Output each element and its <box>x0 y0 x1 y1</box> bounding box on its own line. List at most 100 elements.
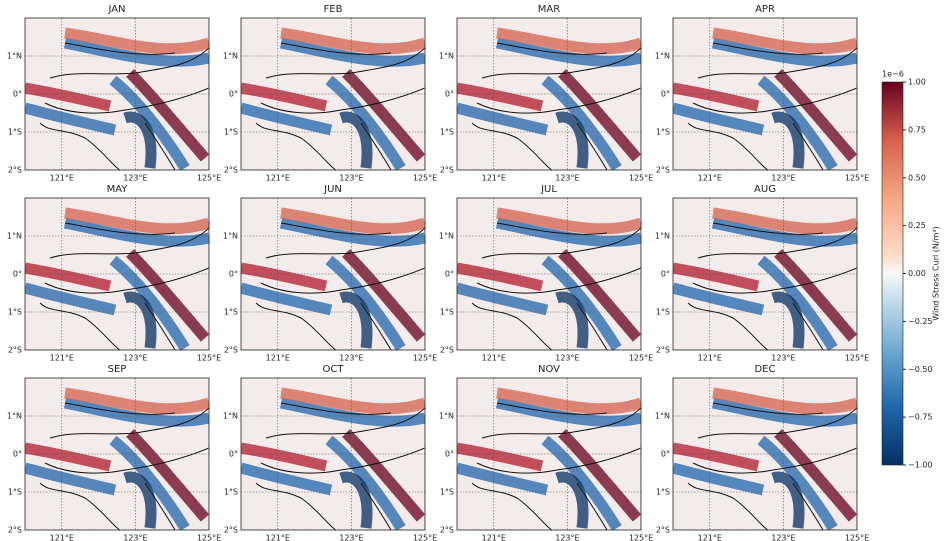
colorbar <box>881 81 904 466</box>
field-pattern <box>342 249 425 342</box>
x-tick-label: 125°E <box>197 174 221 183</box>
field-pattern <box>774 249 857 342</box>
coastline <box>255 42 425 170</box>
map-field <box>25 198 209 350</box>
map-panel: DEC 121°E 123°E 125°E 2°S 1°S 0° 1°N <box>655 364 869 541</box>
x-tick-label: 121°E <box>482 534 506 541</box>
map-panel: OCT 121°E 123°E 125°E 2°S 1°S 0° 1°N <box>223 364 437 541</box>
y-tick-label: 2°S <box>440 526 454 535</box>
panel-title: AUG <box>754 184 776 195</box>
field-pattern <box>279 37 425 67</box>
field-pattern <box>541 75 622 170</box>
map-panel: MAR 121°E 123°E 125°E 2°S 1°S 0° 1°N <box>439 4 653 183</box>
y-tick-label: 0° <box>13 90 22 99</box>
field-pattern <box>241 262 328 292</box>
y-tick-label: 1°N <box>223 232 238 241</box>
field-pattern <box>25 282 117 316</box>
x-tick-label: 121°E <box>698 174 722 183</box>
y-tick-label: 0° <box>661 450 670 459</box>
colorbar-tick-label: −0.75 <box>908 413 933 422</box>
field-pattern <box>63 217 209 247</box>
field-pattern <box>280 387 425 415</box>
coastline <box>39 222 209 350</box>
field-pattern <box>126 69 209 162</box>
field-pattern <box>126 429 209 522</box>
field-pattern <box>325 435 406 530</box>
x-tick-label: 121°E <box>50 174 74 183</box>
y-tick-label: 1°N <box>655 52 670 61</box>
x-tick-label: 123°E <box>339 534 363 541</box>
y-tick-label: 2°S <box>656 166 670 175</box>
panel-frame <box>24 377 210 531</box>
field-pattern <box>279 397 425 427</box>
map-panel: JUL 121°E 123°E 125°E 2°S 1°S 0° 1°N <box>439 184 653 363</box>
y-tick-label: 0° <box>13 270 22 279</box>
y-tick-label: 1°N <box>655 412 670 421</box>
panel-title: MAR <box>538 4 560 15</box>
panel-title: DEC <box>754 364 775 375</box>
map-field <box>673 378 857 530</box>
y-tick-label: 1°S <box>656 128 670 137</box>
panel-frame <box>24 17 210 171</box>
x-tick-label: 123°E <box>339 174 363 183</box>
y-tick-label: 1°S <box>440 128 454 137</box>
field-pattern <box>555 111 589 169</box>
x-tick-label: 125°E <box>629 174 653 183</box>
y-tick-label: 2°S <box>440 166 454 175</box>
y-tick-label: 1°N <box>223 52 238 61</box>
coastline <box>687 402 857 530</box>
x-tick-label: 121°E <box>482 354 506 363</box>
y-tick-label: 2°S <box>8 346 22 355</box>
field-pattern <box>496 207 641 235</box>
field-pattern <box>25 462 117 496</box>
x-tick-label: 123°E <box>123 354 147 363</box>
coastline <box>39 42 209 170</box>
x-tick-label: 121°E <box>482 174 506 183</box>
x-tick-label: 121°E <box>50 534 74 541</box>
map-field <box>457 18 641 170</box>
panel-frame <box>240 377 426 531</box>
field-pattern <box>63 397 209 427</box>
y-tick-label: 2°S <box>8 166 22 175</box>
x-tick-label: 121°E <box>266 174 290 183</box>
panel-title: JUL <box>540 184 557 195</box>
x-tick-label: 121°E <box>698 354 722 363</box>
field-pattern <box>123 291 157 349</box>
panel-frame <box>672 17 858 171</box>
map-field <box>457 198 641 350</box>
field-pattern <box>339 291 373 349</box>
y-tick-label: 1°S <box>440 308 454 317</box>
panel-title: APR <box>755 4 775 15</box>
map-field <box>673 18 857 170</box>
field-pattern <box>496 387 641 415</box>
panel-title: SEP <box>108 364 127 375</box>
field-pattern <box>63 37 209 67</box>
field-pattern <box>541 435 622 530</box>
field-pattern <box>280 207 425 235</box>
panel-frame <box>24 197 210 351</box>
field-pattern <box>711 217 857 247</box>
x-tick-label: 121°E <box>50 354 74 363</box>
y-tick-label: 1°N <box>7 232 22 241</box>
map-field <box>25 18 209 170</box>
y-tick-label: 0° <box>661 270 670 279</box>
field-pattern <box>25 262 112 292</box>
y-tick-label: 0° <box>445 450 454 459</box>
x-tick-label: 123°E <box>771 354 795 363</box>
field-pattern <box>342 429 425 522</box>
field-pattern <box>541 255 622 350</box>
x-tick-label: 125°E <box>629 354 653 363</box>
field-pattern <box>673 82 760 112</box>
colorbar-tick-label: 0.50 <box>908 173 926 182</box>
field-pattern <box>771 111 805 169</box>
x-tick-label: 125°E <box>629 534 653 541</box>
y-tick-label: 0° <box>661 90 670 99</box>
field-pattern <box>126 249 209 342</box>
field-pattern <box>496 27 641 55</box>
x-tick-label: 125°E <box>197 534 221 541</box>
y-tick-label: 0° <box>13 450 22 459</box>
x-tick-label: 125°E <box>845 174 869 183</box>
field-pattern <box>673 102 765 136</box>
y-tick-label: 2°S <box>440 346 454 355</box>
field-pattern <box>673 442 760 472</box>
